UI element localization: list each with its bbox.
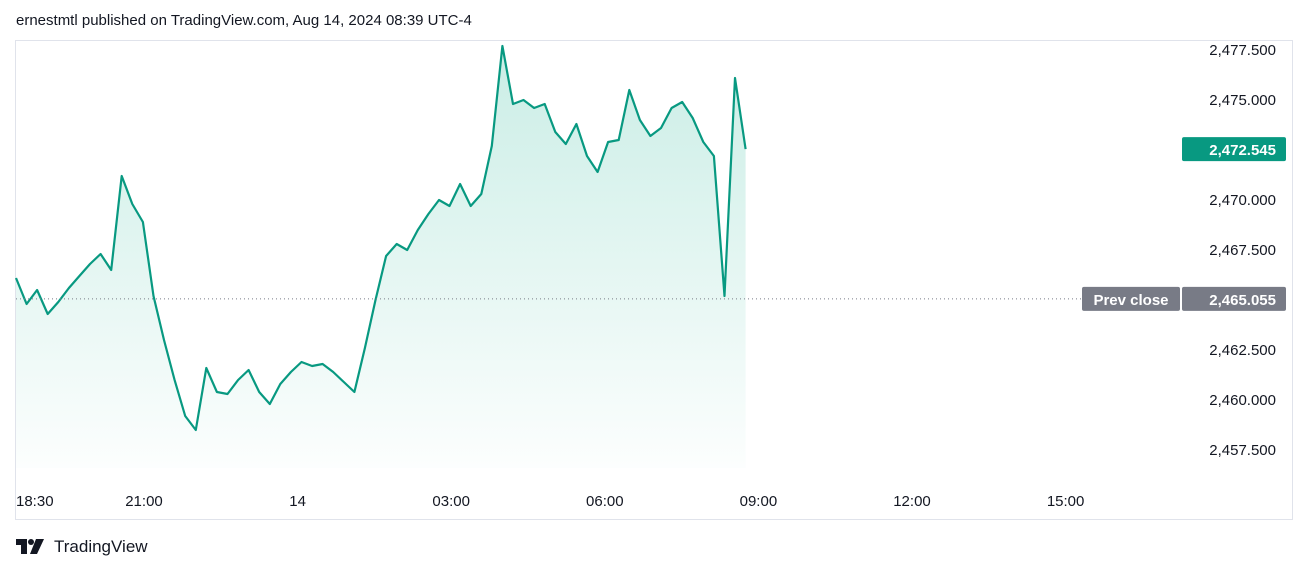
y-tick-label: 2,475.000	[1209, 92, 1276, 109]
tradingview-footer[interactable]: TradingView	[16, 537, 148, 557]
prev-close-caption: Prev close	[1093, 292, 1168, 309]
prev-close-badge	[1182, 286, 1286, 311]
x-tick-label: 12:00	[893, 493, 931, 510]
x-tick-label: 09:00	[740, 493, 778, 510]
x-tick-label: 21:00	[125, 493, 163, 510]
x-tick-label: 15:00	[1047, 493, 1085, 510]
price-area-fill	[16, 46, 746, 468]
chart-frame[interactable]	[15, 40, 1293, 520]
tradingview-logo-icon	[16, 539, 44, 554]
last-price-label: 2,472.545	[1209, 142, 1276, 159]
prev-close-caption-badge	[1082, 286, 1180, 311]
x-tick-label: 18:30	[16, 493, 54, 510]
y-tick-label: 2,477.500	[1209, 42, 1276, 59]
y-tick-label: 2,460.000	[1209, 392, 1276, 409]
y-tick-label: 2,457.500	[1209, 442, 1276, 459]
prev-close-label: 2,465.055	[1209, 292, 1276, 309]
published-line: ernestmtl published on TradingView.com, …	[16, 12, 472, 29]
price-line	[14, 44, 747, 432]
tradingview-brand: TradingView	[54, 537, 148, 556]
x-tick-label: 03:00	[432, 493, 470, 510]
last-price-badge	[1182, 137, 1286, 162]
x-tick-label: 06:00	[586, 493, 624, 510]
x-tick-label: 14	[289, 493, 306, 510]
y-tick-label: 2,470.000	[1209, 192, 1276, 209]
y-tick-label: 2,467.500	[1209, 242, 1276, 259]
y-tick-label: 2,462.500	[1209, 342, 1276, 359]
